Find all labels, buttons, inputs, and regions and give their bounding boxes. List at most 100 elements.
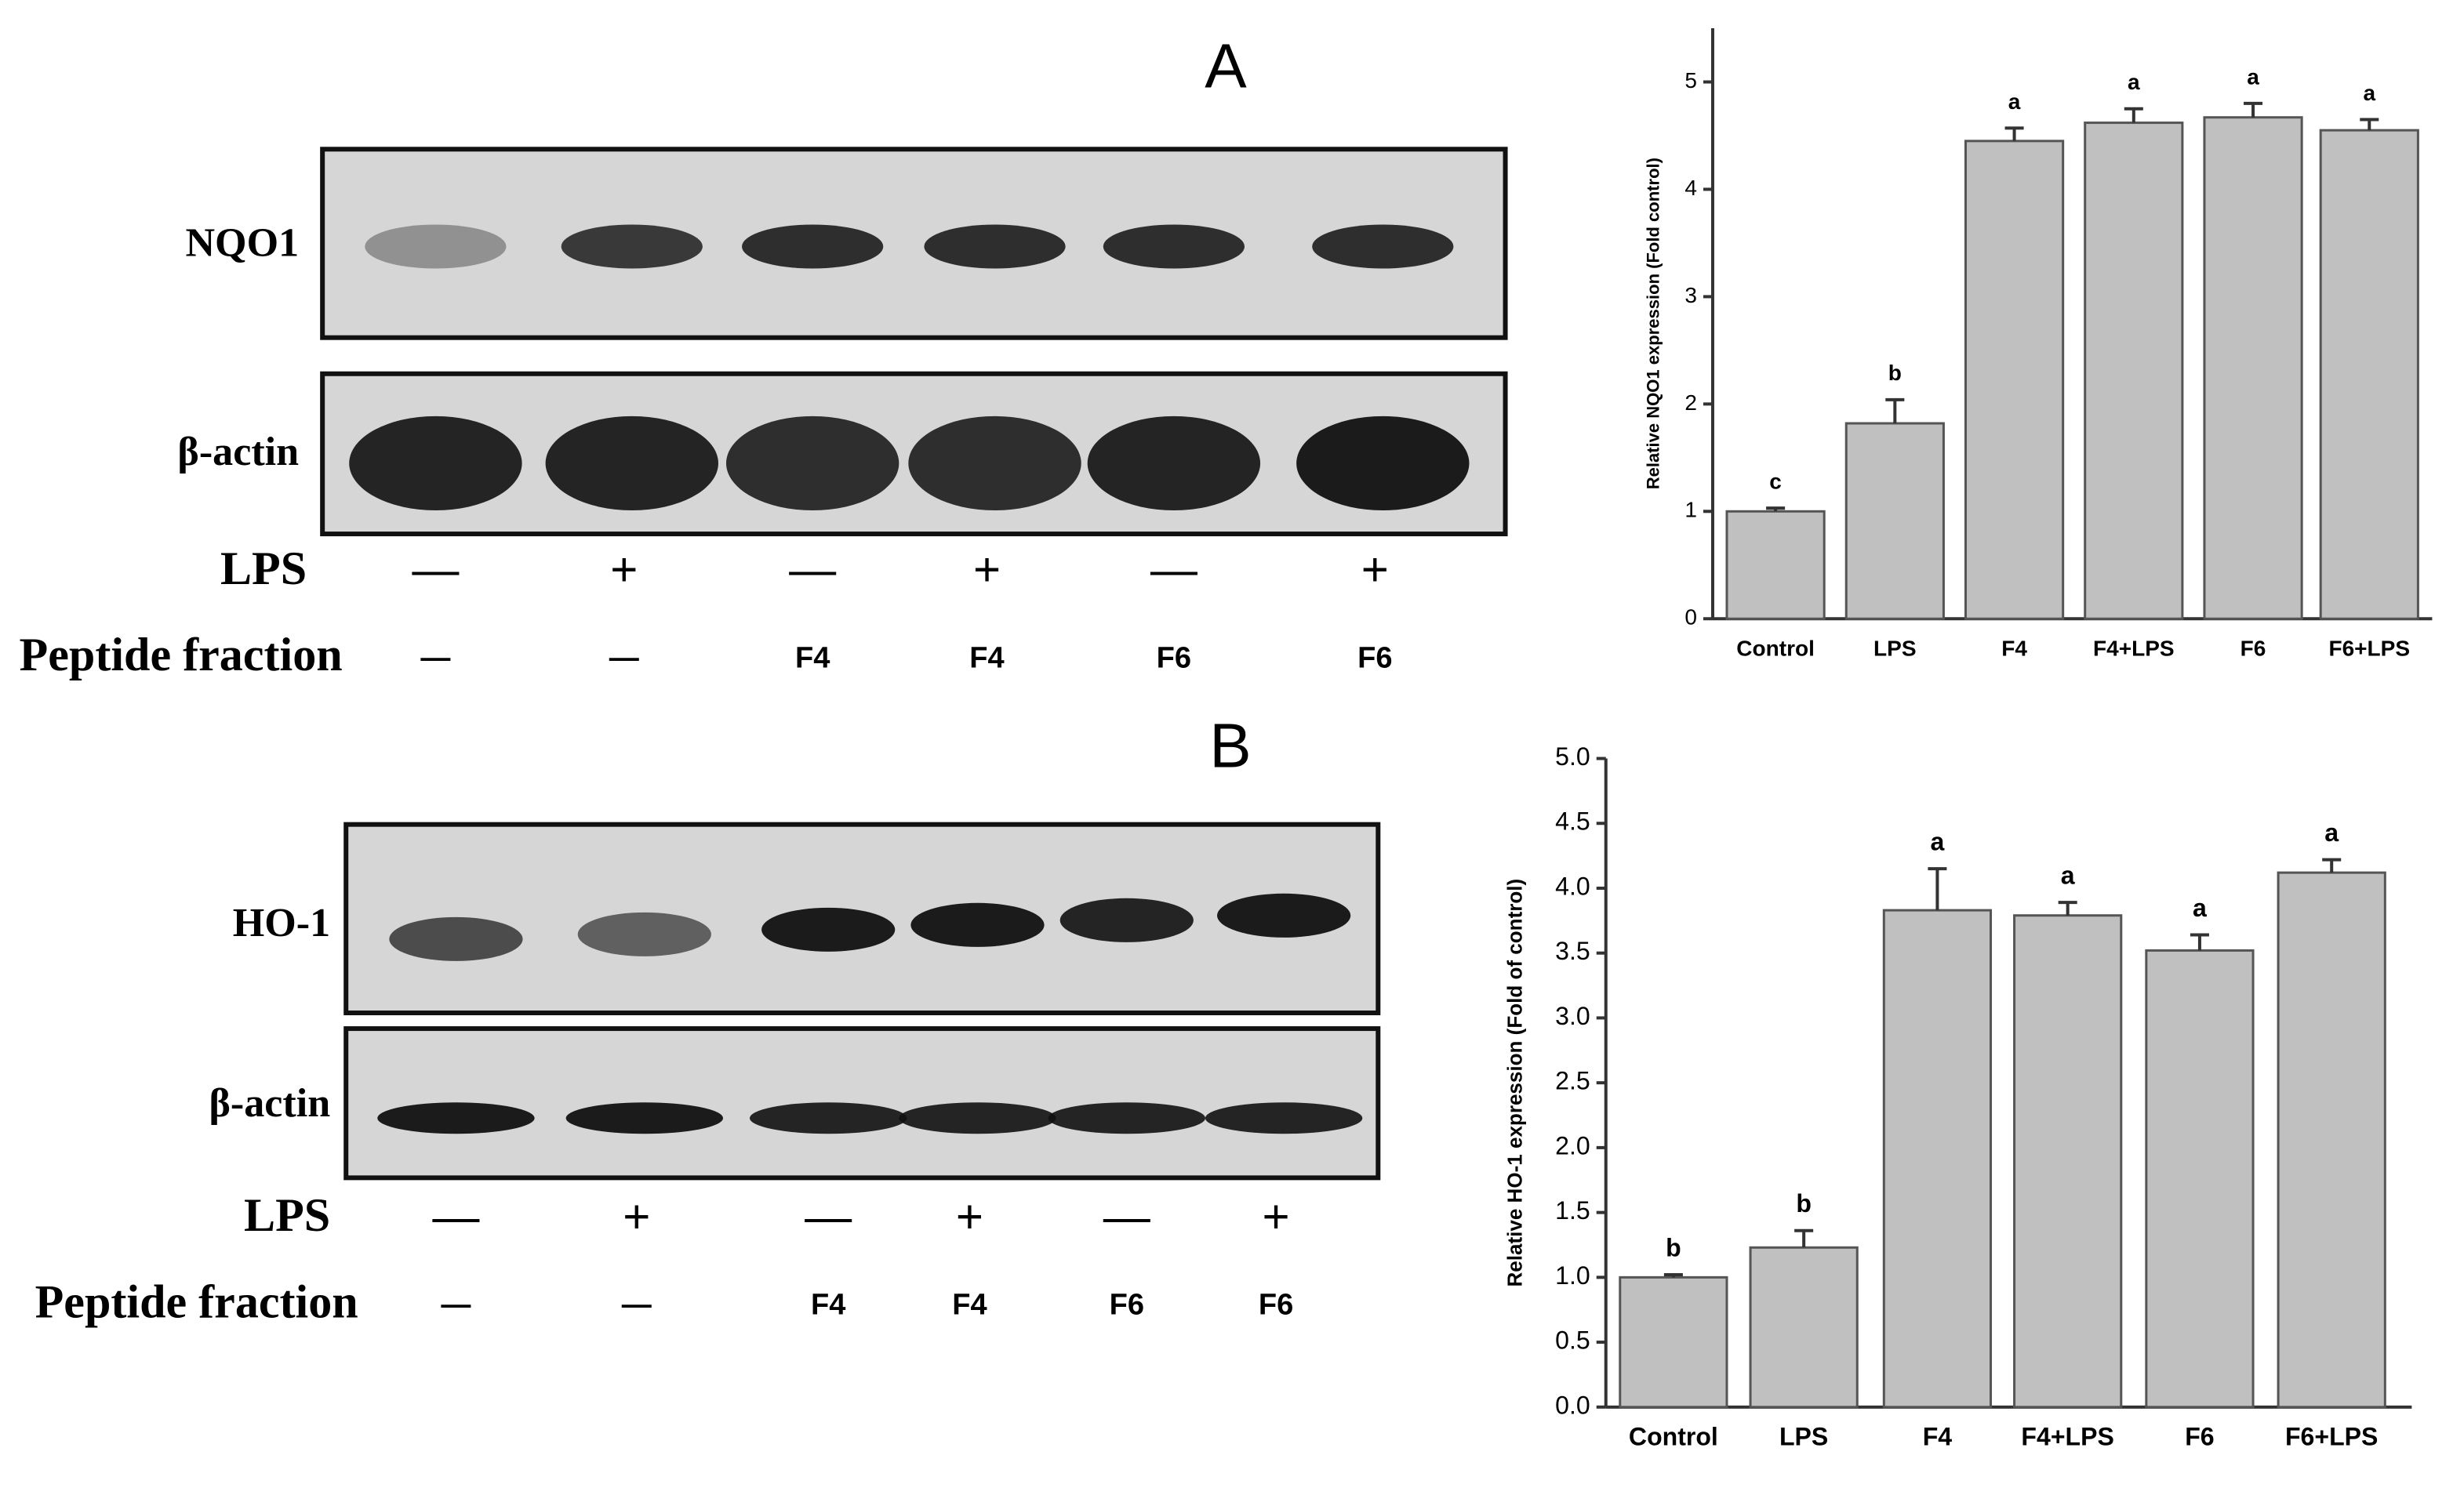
condition-label: LPS [244, 1188, 330, 1241]
condition-value: — [622, 1289, 652, 1322]
x-tick-label: F4 [1923, 1422, 1953, 1450]
error-bar [2058, 901, 2077, 916]
condition-value: — [412, 543, 460, 596]
panel-label: B [1209, 710, 1251, 781]
blot-band [1059, 898, 1194, 942]
significance-letter: a [2008, 89, 2021, 114]
bar [2203, 116, 2303, 620]
blot-band [561, 224, 703, 269]
error-bar [1794, 1228, 1814, 1248]
error-bar [2190, 933, 2209, 951]
x-tick-label: F6 [2240, 637, 2266, 661]
significance-letter: a [1931, 828, 1946, 856]
x-tick-label: F4+LPS [2021, 1422, 2113, 1450]
condition-value: — [441, 1289, 471, 1322]
bar [2084, 122, 2184, 620]
error-bar [1663, 1273, 1683, 1278]
error-bar [2244, 101, 2263, 118]
x-tick-label: F4+LPS [2093, 637, 2175, 661]
blot-band [377, 1102, 535, 1134]
significance-letter: a [2061, 862, 2076, 890]
condition-value: — [420, 641, 451, 674]
x-tick-label: LPS [1779, 1422, 1828, 1450]
bar [2145, 949, 2255, 1409]
blot-row-label: β-actin [177, 430, 299, 474]
condition-value: + [956, 1190, 983, 1243]
y-tick-label: 0.5 [1555, 1326, 1590, 1355]
condition-value: F6 [1157, 641, 1191, 674]
bar [1619, 1275, 1728, 1409]
bar [2319, 129, 2419, 620]
y-tick-label: 1.0 [1555, 1261, 1590, 1290]
bar [1725, 510, 1826, 620]
y-tick-label: 5.0 [1555, 742, 1590, 771]
condition-value: F4 [969, 641, 1004, 674]
significance-letter: a [2363, 81, 2375, 105]
y-tick-label: 4 [1684, 176, 1697, 200]
blot-band [1312, 224, 1454, 269]
blot-band [577, 912, 711, 956]
bar [1964, 140, 2065, 620]
error-bar [1885, 397, 1905, 424]
blot-band [1216, 893, 1351, 938]
condition-value: F4 [795, 641, 830, 674]
error-bar [1928, 867, 1947, 911]
y-tick-label: 1 [1684, 498, 1697, 522]
condition-label: Peptide fraction [35, 1275, 358, 1327]
condition-label: LPS [220, 542, 307, 594]
x-tick-label: Control [1736, 637, 1815, 661]
x-tick-label: F4 [2001, 637, 2027, 661]
blot-membrane [343, 1026, 1381, 1181]
condition-value: F4 [811, 1289, 845, 1322]
significance-letter: a [2247, 64, 2259, 89]
blot-band [725, 415, 899, 511]
x-tick-label: F6+LPS [2285, 1422, 2378, 1450]
y-axis-label: Relative HO-1 expression (Fold of contro… [1503, 879, 1526, 1287]
blot-band [389, 916, 523, 961]
condition-value: + [610, 543, 638, 596]
condition-value: — [1103, 1190, 1151, 1243]
significance-letter: a [2128, 70, 2140, 94]
condition-value: + [1361, 543, 1389, 596]
error-bar [2124, 107, 2143, 123]
error-bar [1766, 506, 1786, 512]
error-bar [2004, 126, 2024, 141]
blot-band [910, 902, 1045, 947]
condition-value: F6 [1357, 641, 1392, 674]
blot-band [1205, 1102, 1363, 1134]
blot-band [924, 224, 1066, 269]
blot-row-label: HO-1 [233, 901, 330, 945]
y-tick-label: 0.0 [1555, 1391, 1590, 1419]
y-tick-label: 0 [1684, 605, 1697, 630]
y-tick-label: 2 [1684, 390, 1697, 415]
panel-label: A [1205, 30, 1247, 100]
significance-letter: c [1769, 470, 1782, 494]
y-tick-label: 3.0 [1555, 1002, 1590, 1030]
blot-band [750, 1102, 907, 1134]
bar [1844, 422, 1945, 620]
y-axis-label: Relative NQO1 expression (Fold control) [1644, 158, 1663, 489]
blot-band [1048, 1102, 1205, 1134]
blot-band [742, 224, 884, 269]
condition-value: + [623, 1190, 650, 1243]
blot-membrane [320, 147, 1508, 340]
y-tick-label: 3 [1684, 283, 1697, 307]
blot-band [565, 1102, 723, 1134]
condition-value: F6 [1259, 1289, 1293, 1322]
bar [2277, 871, 2386, 1409]
condition-value: + [973, 543, 1001, 596]
y-tick-label: 2.5 [1555, 1067, 1590, 1095]
y-tick-label: 4.0 [1555, 872, 1590, 900]
x-tick-label: Control [1629, 1422, 1718, 1450]
bar [2013, 914, 2123, 1409]
significance-letter: a [2324, 818, 2339, 847]
y-tick-label: 4.5 [1555, 807, 1590, 836]
x-tick-label: LPS [1873, 637, 1917, 661]
condition-value: F6 [1110, 1289, 1144, 1322]
blot-band [349, 415, 522, 511]
blot-band [761, 907, 896, 952]
significance-letter: b [1888, 361, 1902, 385]
y-tick-label: 5 [1684, 68, 1697, 93]
